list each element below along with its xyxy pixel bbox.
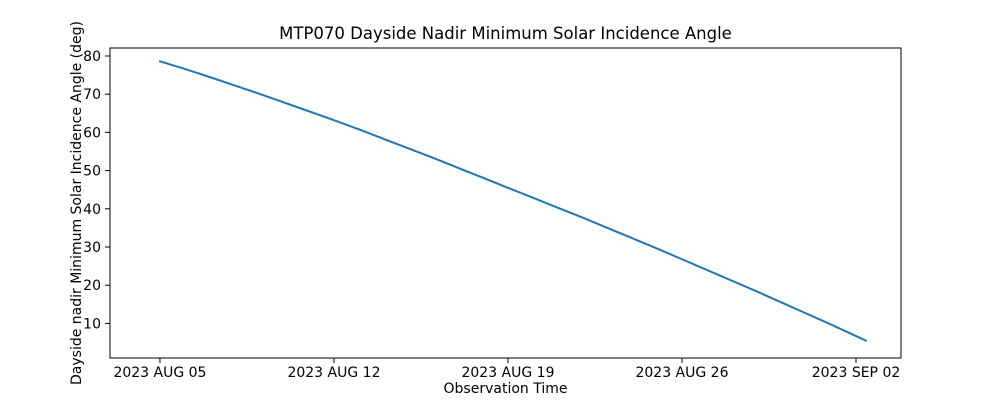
x-tick-label: 2023 AUG 19 xyxy=(461,365,554,381)
y-tick-label: 60 xyxy=(83,125,101,141)
y-tick-label: 20 xyxy=(83,278,101,294)
x-tick-label: 2023 AUG 12 xyxy=(287,365,380,381)
y-tick-label: 40 xyxy=(83,202,101,218)
y-tick-label: 30 xyxy=(83,240,101,256)
y-tick-label: 70 xyxy=(83,87,101,103)
y-axis-ticks: 10 20 30 40 50 60 70 80 xyxy=(83,49,110,332)
x-tick-label: 2023 AUG 05 xyxy=(113,365,206,381)
data-line xyxy=(158,60,867,342)
y-tick-label: 80 xyxy=(83,49,101,65)
axes-border xyxy=(109,47,902,359)
x-axis-ticks: 2023 AUG 05 2023 AUG 12 2023 AUG 19 2023 AU… xyxy=(113,358,900,381)
y-axis-label: Dayside nadir Minimum Solar Incidence An… xyxy=(69,21,85,385)
chart-title: MTP070 Dayside Nadir Minimum Solar Incid… xyxy=(279,24,732,43)
x-axis-label: Observation Time xyxy=(444,381,568,397)
x-tick-label: 2023 SEP 02 xyxy=(812,365,901,381)
x-tick-label: 2023 AUG 26 xyxy=(635,365,728,381)
y-tick-label: 10 xyxy=(83,316,101,332)
y-tick-label: 50 xyxy=(83,164,101,180)
